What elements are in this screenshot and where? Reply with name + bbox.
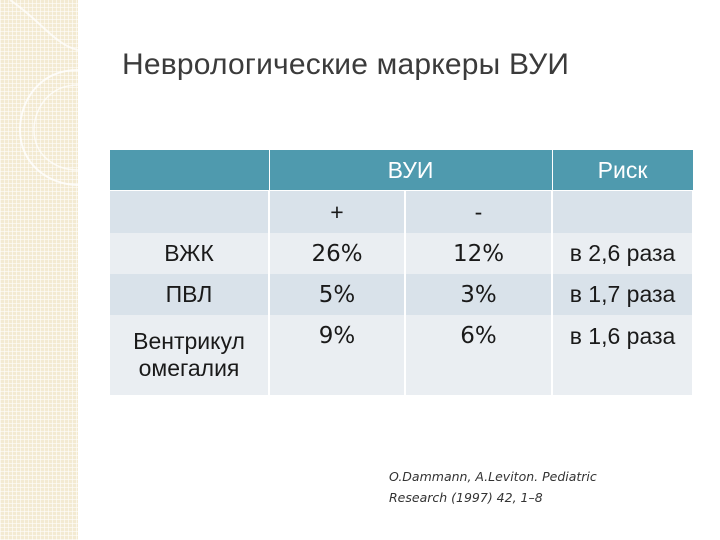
citation-line1: O.Dammann, A.Leviton. Pediatric — [389, 469, 597, 484]
subheader-minus: - — [405, 190, 554, 233]
row-name: Вентрикул омегалия — [110, 315, 270, 395]
subheader-empty-cell — [110, 190, 270, 233]
table-row: ВЖК 26% 12% в 2,6 раза — [110, 233, 695, 274]
row-name: ВЖК — [110, 233, 270, 274]
decorative-swirl — [9, 0, 78, 186]
markers-table: ВУИ Риск + - ВЖК 26% 12% в 2,6 раза ПВЛ … — [110, 150, 695, 395]
header-risk: Риск — [552, 150, 694, 191]
row-risk-value: в 1,7 раза — [552, 274, 695, 315]
row-plus-value: 26% — [269, 233, 406, 274]
table-header-row: ВУИ Риск — [110, 150, 694, 191]
row-minus-value: 3% — [405, 274, 554, 315]
row-risk-value: в 1,6 раза — [552, 315, 695, 395]
header-empty-cell — [110, 150, 270, 191]
row-name-line1: Вентрикул — [133, 328, 245, 354]
subheader-plus: + — [269, 190, 406, 233]
table-row: Вентрикул омегалия 9% 6% в 1,6 раза — [110, 315, 695, 395]
row-plus-value: 5% — [269, 274, 406, 315]
header-vui: ВУИ — [269, 150, 553, 191]
row-plus-value: 9% — [269, 315, 406, 395]
slide-title: Неврологические маркеры ВУИ — [122, 48, 570, 81]
table-row: ПВЛ 5% 3% в 1,7 раза — [110, 274, 695, 315]
subheader-risk-empty — [552, 190, 695, 233]
row-name: ПВЛ — [110, 274, 270, 315]
decorative-side-band — [0, 0, 78, 540]
table-subheader-row: + - — [110, 190, 695, 233]
row-risk-value: в 2,6 раза — [552, 233, 695, 274]
citation-line2: Research (1997) 42, 1–8 — [389, 490, 543, 505]
row-minus-value: 12% — [405, 233, 554, 274]
row-name-line2: омегалия — [138, 355, 240, 381]
citation: O.Dammann, A.Leviton. Pediatric Research… — [389, 466, 597, 508]
row-minus-value: 6% — [405, 315, 554, 395]
